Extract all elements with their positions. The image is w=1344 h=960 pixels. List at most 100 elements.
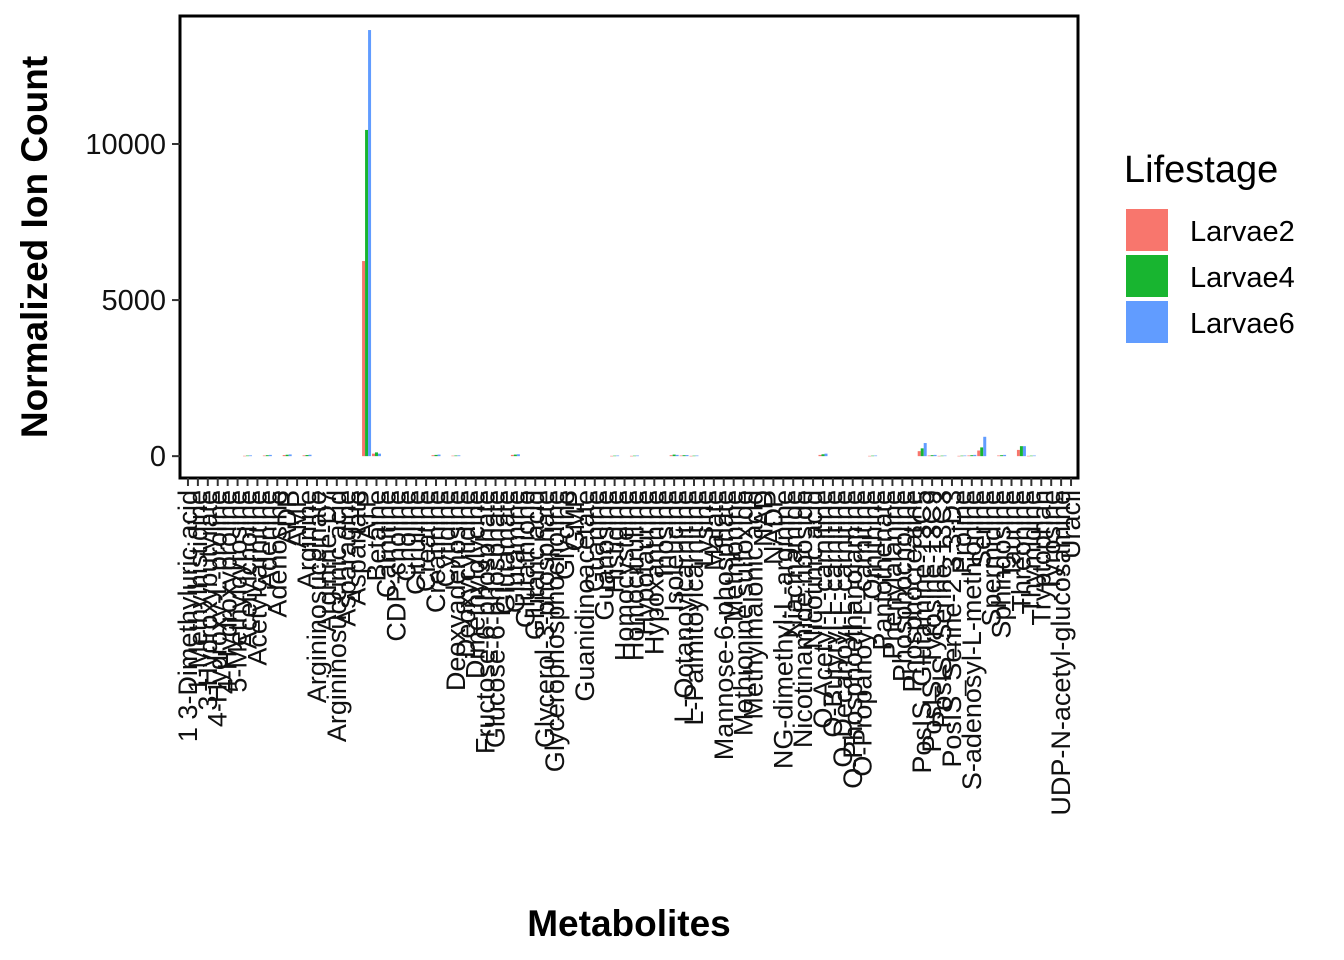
x-tick-label-46: Hypotaurine xyxy=(629,490,659,636)
x-tick-label-60: NG-dimethyl-L-arginine xyxy=(768,490,798,769)
x-tick-label-44: Homocysteine xyxy=(610,490,640,661)
x-tick-label-33: Glutamine xyxy=(500,490,530,613)
bar-larvae4-18 xyxy=(365,129,369,457)
bar-larvae6-78 xyxy=(963,455,967,457)
y-tick-label-10000: 10000 xyxy=(85,129,166,161)
x-tick-label-35: Glutaric acid xyxy=(520,490,550,640)
x-tick-label-13: Argininosuccinate xyxy=(302,490,332,703)
bar-larvae4-25 xyxy=(434,454,438,457)
bar-larvae2-64 xyxy=(818,454,822,457)
x-tick-label-42: Guanosine xyxy=(590,490,620,621)
x-axis: 1 3-Dimethyluric acid1-Methylhistidine3-… xyxy=(173,478,1086,816)
bar-larvae2-85 xyxy=(1026,455,1030,457)
bar-larvae6-27 xyxy=(457,455,461,457)
x-tick-label-40: Guanidinoacetate xyxy=(570,490,600,702)
x-tick-label-68: O-Propanoyl-L-carnitine xyxy=(848,490,878,777)
bar-larvae4-51 xyxy=(692,455,696,457)
bar-larvae2-45 xyxy=(629,455,633,457)
bar-larvae2-82 xyxy=(997,455,1001,457)
bar-larvae4-49 xyxy=(672,454,676,457)
x-tick-label-45: Homocitrulline xyxy=(619,490,649,661)
bar-larvae6-84 xyxy=(1022,446,1026,457)
bar-larvae6-45 xyxy=(635,455,639,457)
x-tick-label-66: O-Decanoyl-L-carnitine xyxy=(828,490,858,768)
bar-larvae2-27 xyxy=(451,455,455,457)
x-tick-label-29: Dimethylglycine xyxy=(461,490,491,679)
x-tick-label-14: Arginine-D7 xyxy=(312,490,342,633)
y-axis-title: Normalized Ion Count xyxy=(14,56,55,438)
x-tick-label-75: PosIS_Tyrosine-13C9 xyxy=(917,490,947,753)
x-axis-title: Metabolites xyxy=(527,903,731,944)
x-tick-label-2: 3-Hydroxybutyrate xyxy=(193,490,223,711)
x-tick-label-88: UDP-N-acetyl-glucosamine xyxy=(1046,490,1076,816)
x-tick-label-11: AMP xyxy=(282,490,312,549)
x-tick-label-48: Inosine xyxy=(649,490,679,577)
x-tick-label-21: CDP-choline xyxy=(381,490,411,642)
legend: Lifestage Larvae2 Larvae4 Larvae6 xyxy=(1124,149,1295,343)
x-tick-label-81: Spermidine xyxy=(977,490,1007,627)
x-tick-label-37: Glycerophosphocholine xyxy=(540,490,570,772)
bar-larvae2-33 xyxy=(510,454,514,457)
x-tick-label-89: Uracil xyxy=(1056,490,1086,559)
bar-larvae6-85 xyxy=(1032,455,1036,457)
bar-larvae4-43 xyxy=(613,455,617,457)
x-tick-label-32: Glutamate xyxy=(490,490,520,615)
bar-larvae6-49 xyxy=(675,454,679,457)
x-tick-label-56: Methionine sulfoxide xyxy=(729,490,759,736)
x-tick-label-74: PosIS_Glutamine-13C5 xyxy=(907,490,937,774)
x-tick-label-8: Adenine xyxy=(252,490,282,589)
bar-larvae4-64 xyxy=(821,454,825,457)
x-tick-label-54: Mannose-6-phosphate xyxy=(709,490,739,760)
bar-larvae6-8 xyxy=(268,454,272,457)
x-tick-label-6: Acetylcholine xyxy=(232,490,262,649)
x-tick-label-5: 5-Methylcytosine xyxy=(223,490,253,693)
bar-larvae4-76 xyxy=(940,455,944,457)
x-tick-label-80: Serine xyxy=(967,490,997,568)
x-tick-label-43: Histidine xyxy=(600,490,630,594)
legend-label-larvae4: Larvae4 xyxy=(1190,262,1295,294)
bar-larvae4-82 xyxy=(1000,455,1004,457)
bar-larvae4-12 xyxy=(305,455,309,457)
x-tick-label-39: GMP xyxy=(560,490,590,552)
bar-larvae6-74 xyxy=(923,443,927,457)
legend-label-larvae6: Larvae6 xyxy=(1190,308,1295,340)
x-tick-label-50: L-Octanoylcarnitine xyxy=(669,490,699,723)
x-tick-label-10: ADP xyxy=(272,490,302,546)
bar-larvae4-45 xyxy=(632,455,636,457)
bar-larvae4-78 xyxy=(960,455,964,457)
x-tick-label-64: O-Acetyl-L-carnitine xyxy=(808,490,838,729)
x-tick-label-26: Cytidine xyxy=(431,490,461,588)
x-tick-label-49: Isoleucine xyxy=(659,490,689,612)
bar-larvae6-10 xyxy=(288,454,292,457)
bar-larvae2-75 xyxy=(927,455,931,457)
bar-larvae4-50 xyxy=(682,455,686,457)
x-tick-label-47: Hypoxanthine xyxy=(639,490,669,655)
x-tick-label-7: Acetylcarnitine xyxy=(242,490,272,666)
bars-layer xyxy=(242,30,1036,457)
x-tick-label-22: Choline xyxy=(391,490,421,582)
x-tick-label-9: Adenosine xyxy=(262,490,292,618)
bar-larvae6-64 xyxy=(824,453,828,457)
bar-larvae4-10 xyxy=(285,454,289,457)
bar-larvae4-79 xyxy=(970,455,974,457)
legend-key-larvae6 xyxy=(1126,301,1168,343)
x-tick-label-86: Tryptophan xyxy=(1026,490,1056,626)
y-axis: 0 5000 10000 xyxy=(85,129,180,473)
bar-larvae6-76 xyxy=(943,455,947,457)
x-tick-label-73: Phosphocreatine xyxy=(897,490,927,693)
bar-larvae4-84 xyxy=(1019,446,1023,457)
bar-larvae2-80 xyxy=(977,450,981,457)
x-tick-label-57: Methylmalonic acid xyxy=(739,490,769,720)
y-tick-label-5000: 5000 xyxy=(101,285,166,317)
bar-larvae2-6 xyxy=(242,455,246,457)
bar-larvae2-51 xyxy=(689,455,693,457)
x-tick-label-83: Taurine xyxy=(997,490,1027,579)
bar-larvae4-27 xyxy=(454,455,458,457)
x-tick-label-61: Niacinamide xyxy=(778,490,808,639)
bar-larvae4-33 xyxy=(513,454,517,457)
plot-panel-border xyxy=(178,14,1080,480)
bar-larvae6-80 xyxy=(983,436,987,457)
x-tick-label-76: PosIS_Serine-13C3 xyxy=(927,490,957,729)
bar-larvae6-18 xyxy=(368,30,372,457)
